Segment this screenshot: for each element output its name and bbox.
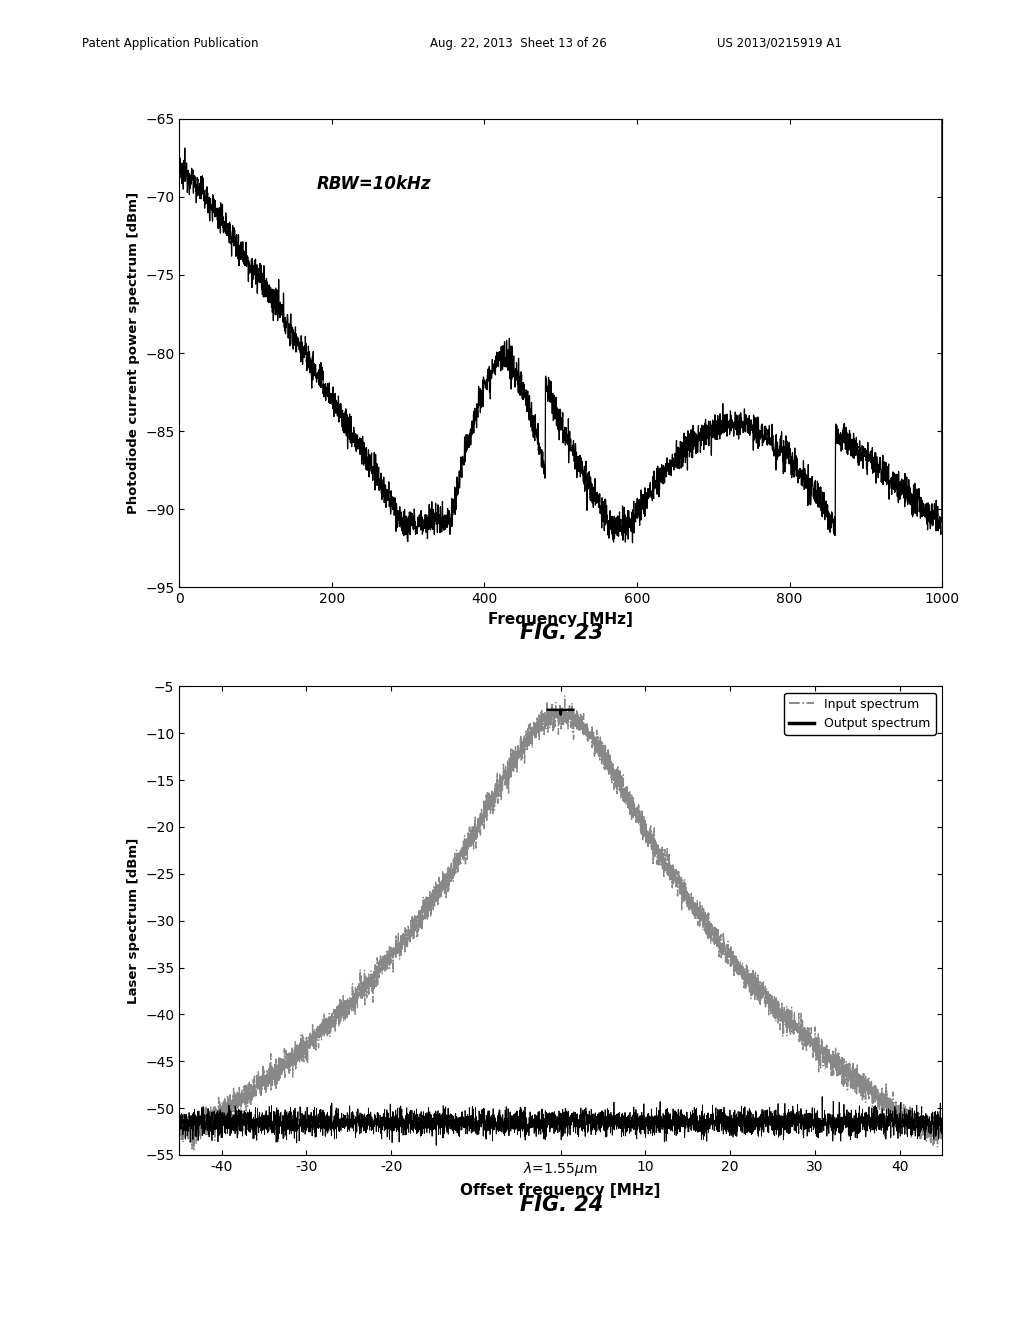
- X-axis label: Offset frequency [MHz]: Offset frequency [MHz]: [461, 1184, 660, 1199]
- X-axis label: Frequency [MHz]: Frequency [MHz]: [488, 611, 633, 627]
- Text: US 2013/0215919 A1: US 2013/0215919 A1: [717, 37, 842, 50]
- Legend: Input spectrum, Output spectrum: Input spectrum, Output spectrum: [784, 693, 936, 735]
- Text: FIG. 23: FIG. 23: [519, 623, 603, 643]
- Text: Aug. 22, 2013  Sheet 13 of 26: Aug. 22, 2013 Sheet 13 of 26: [430, 37, 607, 50]
- Y-axis label: Laser spectrum [dBm]: Laser spectrum [dBm]: [127, 838, 139, 1003]
- Y-axis label: Photodiode current power spectrum [dBm]: Photodiode current power spectrum [dBm]: [127, 191, 139, 515]
- Text: FIG. 24: FIG. 24: [519, 1195, 603, 1214]
- Text: Patent Application Publication: Patent Application Publication: [82, 37, 258, 50]
- Text: RBW=10kHz: RBW=10kHz: [316, 176, 431, 193]
